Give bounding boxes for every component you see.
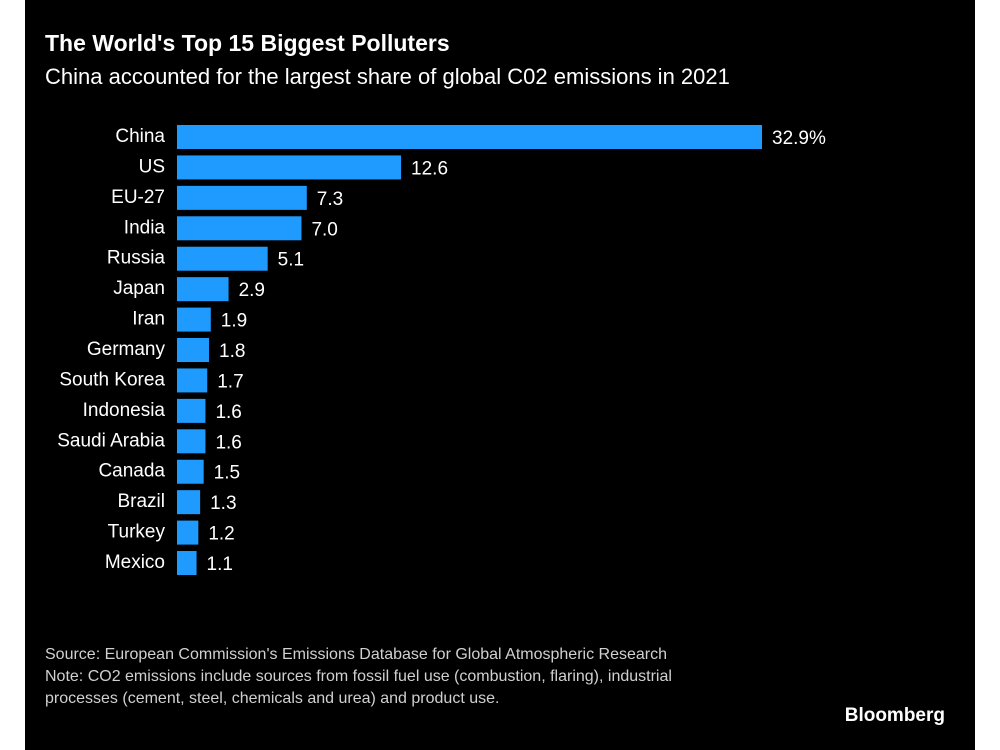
category-label: Japan — [113, 278, 165, 299]
chart-subtitle: China accounted for the largest share of… — [45, 64, 730, 89]
bar — [177, 307, 211, 332]
value-label: 7.3 — [317, 189, 343, 210]
value-label: 1.6 — [215, 432, 241, 453]
value-label: 1.5 — [214, 463, 240, 484]
value-label: 32.9% — [772, 128, 826, 149]
bar — [177, 216, 302, 241]
bar — [177, 459, 204, 484]
chart: China 32.9% US 12.6 EU-27 7.3 India 7.0 Russia 5.… — [57, 125, 826, 576]
category-label: Indonesia — [83, 400, 166, 421]
value-label: 1.1 — [207, 554, 233, 575]
bar — [177, 368, 208, 393]
value-label: 1.8 — [219, 341, 245, 362]
bar — [177, 490, 201, 515]
bar — [177, 551, 197, 576]
bar — [177, 520, 199, 545]
value-label: 1.2 — [208, 524, 234, 545]
category-label: India — [124, 217, 166, 238]
bar — [177, 125, 762, 149]
category-label: Germany — [87, 339, 166, 360]
logo: Bloomberg — [844, 705, 945, 726]
chart-title: The World's Top 15 Biggest Polluters — [45, 30, 450, 56]
chart-panel: The World's Top 15 Biggest Polluters Chi… — [25, 0, 975, 750]
note: Note: CO2 emissions include sources from… — [45, 668, 672, 707]
bar — [177, 338, 210, 363]
value-label: 5.1 — [278, 250, 304, 271]
value-label: 12.6 — [411, 158, 448, 179]
value-label: 7.0 — [311, 219, 337, 240]
category-label: Saudi Arabia — [57, 430, 165, 451]
value-label: 2.9 — [239, 280, 265, 301]
category-label: Iran — [132, 309, 165, 330]
category-label: Russia — [107, 248, 166, 269]
category-label: China — [115, 126, 165, 147]
value-label: 1.7 — [217, 371, 243, 392]
category-label: Canada — [98, 461, 165, 482]
bar — [177, 185, 307, 210]
category-label: EU-27 — [111, 187, 165, 208]
category-label: Turkey — [108, 522, 166, 543]
category-label: Brazil — [117, 491, 165, 512]
bar — [177, 246, 268, 271]
category-label: US — [139, 156, 165, 177]
value-label: 1.9 — [221, 311, 247, 332]
bar — [177, 398, 206, 423]
category-label: South Korea — [59, 369, 165, 390]
bar — [177, 155, 402, 180]
value-label: 1.3 — [210, 493, 236, 514]
category-label: Mexico — [105, 552, 165, 573]
footer: Source: European Commission's Emissions … — [45, 644, 705, 710]
bar — [177, 429, 206, 454]
source: Source: European Commission's Emissions … — [45, 646, 667, 663]
bar — [177, 277, 229, 302]
value-label: 1.6 — [215, 402, 241, 423]
